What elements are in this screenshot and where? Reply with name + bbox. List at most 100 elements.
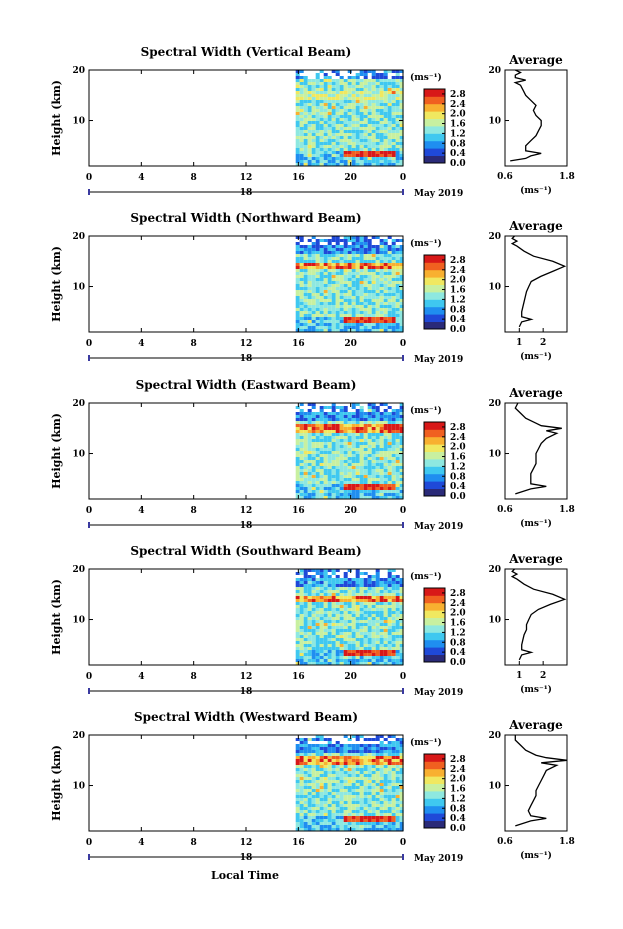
heatmap-cell: [395, 412, 400, 415]
heatmap-cell: [347, 810, 352, 813]
heatmap-cell: [323, 807, 328, 810]
heatmap-cell: [367, 605, 372, 608]
heatmap-cell: [343, 239, 348, 242]
heatmap-cell: [351, 478, 356, 481]
heatmap-cell: [351, 266, 356, 269]
heatmap-cell: [331, 765, 336, 768]
heatmap-cell: [323, 73, 328, 76]
heatmap-cell: [347, 569, 352, 572]
heatmap-cell: [327, 656, 332, 659]
heatmap-cell: [339, 593, 344, 596]
heatmap-cell: [355, 496, 360, 499]
heatmap-cell: [299, 136, 304, 139]
heatmap-cell: [303, 569, 308, 572]
heatmap-cell: [367, 463, 372, 466]
heatmap-cell: [331, 747, 336, 750]
heatmap-cell: [323, 145, 328, 148]
heatmap-cell: [347, 436, 352, 439]
heatmap-cell: [311, 653, 316, 656]
heatmap-cell: [375, 650, 380, 653]
heatmap-cell: [303, 810, 308, 813]
heatmap-cell: [367, 115, 372, 118]
heatmap-cell: [367, 287, 372, 290]
heatmap-cell: [395, 478, 400, 481]
heatmap-cell: [367, 792, 372, 795]
heatmap-cell: [363, 587, 368, 590]
y-tick-label: 20: [72, 399, 85, 409]
heatmap-cell: [299, 427, 304, 430]
colorbar-segment: [424, 754, 445, 762]
heatmap-cell: [391, 427, 396, 430]
heatmap-cell: [307, 163, 312, 166]
heatmap-cell: [395, 142, 400, 145]
heatmap-cell: [375, 765, 380, 768]
heatmap-cell: [299, 813, 304, 816]
heatmap-cell: [355, 302, 360, 305]
heatmap-cell: [387, 575, 392, 578]
heatmap-cell: [323, 777, 328, 780]
heatmap-cell: [331, 807, 336, 810]
heatmap-cell: [327, 281, 332, 284]
heatmap-cell: [391, 783, 396, 786]
heatmap-cell: [367, 421, 372, 424]
heatmap-cell: [359, 599, 364, 602]
heatmap-cell: [339, 106, 344, 109]
heatmap-cell: [351, 254, 356, 257]
heatmap-cell: [351, 493, 356, 496]
heatmap-cell: [367, 157, 372, 160]
heatmap-cell: [307, 103, 312, 106]
heatmap-cell: [315, 151, 320, 154]
heatmap-cell: [355, 490, 360, 493]
heatmap-cell: [347, 127, 352, 130]
heatmap-cell: [371, 653, 376, 656]
heatmap-cell: [371, 76, 376, 79]
colorbar-segment: [424, 96, 445, 105]
heatmap-cell: [363, 281, 368, 284]
heatmap-cell: [355, 620, 360, 623]
heatmap-cell: [331, 813, 336, 816]
heatmap-cell: [387, 626, 392, 629]
heatmap-cell: [387, 136, 392, 139]
heatmap-cell: [331, 445, 336, 448]
heatmap-cell: [343, 85, 348, 88]
heatmap-cell: [311, 308, 316, 311]
heatmap-cell: [335, 454, 340, 457]
x-tick-label: 8: [191, 506, 197, 516]
heatmap-cell: [391, 251, 396, 254]
colorbar-segment: [424, 820, 445, 829]
heatmap-cell: [327, 638, 332, 641]
heatmap-cell: [399, 278, 404, 281]
heatmap-cell: [395, 741, 400, 744]
heatmap-cell: [335, 118, 340, 121]
day-axis-label: 18: [240, 687, 253, 697]
colorbar-segment: [424, 436, 445, 445]
heatmap-cell: [307, 260, 312, 263]
heatmap-cell: [323, 257, 328, 260]
heatmap-cell: [379, 290, 384, 293]
heatmap-cell: [391, 466, 396, 469]
heatmap-cell: [363, 148, 368, 151]
heatmap-cell: [303, 421, 308, 424]
heatmap-cell: [395, 774, 400, 777]
heatmap-cell: [335, 427, 340, 430]
heatmap-cell: [307, 323, 312, 326]
heatmap-cell: [323, 572, 328, 575]
heatmap-cell: [303, 88, 308, 91]
heatmap-cell: [331, 620, 336, 623]
heatmap-cell: [359, 822, 364, 825]
heatmap-cell: [367, 487, 372, 490]
heatmap-cell: [359, 819, 364, 822]
heatmap-cell: [375, 73, 380, 76]
heatmap-cell: [299, 816, 304, 819]
heatmap-cell: [363, 581, 368, 584]
heatmap-cell: [379, 662, 384, 665]
heatmap-cell: [339, 436, 344, 439]
heatmap-cell: [399, 807, 404, 810]
heatmap-cell: [331, 439, 336, 442]
heatmap-cell: [359, 245, 364, 248]
heatmap-cell: [299, 130, 304, 133]
heatmap-cell: [379, 403, 384, 406]
heatmap-cell: [335, 490, 340, 493]
heatmap-cell: [391, 133, 396, 136]
heatmap-cell: [327, 756, 332, 759]
